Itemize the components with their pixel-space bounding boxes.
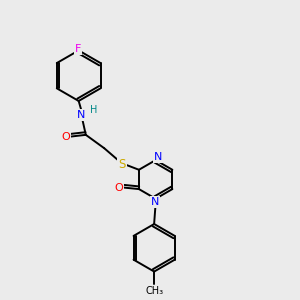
Text: F: F xyxy=(75,44,81,54)
Text: N: N xyxy=(77,110,86,120)
Text: CH₃: CH₃ xyxy=(145,286,163,296)
Text: S: S xyxy=(118,158,126,171)
Text: N: N xyxy=(154,152,162,162)
Text: O: O xyxy=(61,132,70,142)
Text: O: O xyxy=(115,183,123,193)
Text: N: N xyxy=(151,197,159,207)
Text: H: H xyxy=(90,106,97,116)
